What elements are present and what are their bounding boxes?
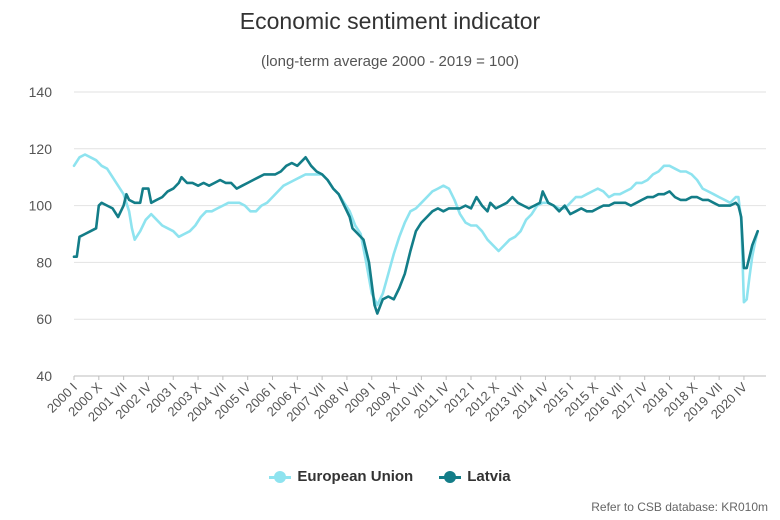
legend-item-european-union[interactable]: European Union <box>269 468 413 485</box>
series-layer <box>72 153 760 315</box>
legend-marker-latvia <box>439 470 462 483</box>
y-tick-label: 120 <box>29 141 53 157</box>
legend-label-european-union: European Union <box>297 468 414 485</box>
y-tick-label: 80 <box>36 254 52 270</box>
legend-marker-european-union <box>269 470 292 483</box>
y-tick-label: 60 <box>36 311 52 327</box>
series-line-european-union <box>72 153 760 307</box>
grid-layer <box>74 91 766 377</box>
source-note: Refer to CSB database: KR010m <box>591 500 768 514</box>
series-line-latvia <box>72 156 760 315</box>
legend-item-latvia[interactable]: Latvia <box>439 468 511 485</box>
y-axis: 40 60 80 100 120 140 <box>29 84 53 384</box>
chart-subtitle: (long-term average 2000 - 2019 = 100) <box>260 53 520 70</box>
legend-label-latvia: Latvia <box>467 468 511 485</box>
y-tick-label: 100 <box>29 198 53 214</box>
y-tick-label: 40 <box>36 368 52 384</box>
chart-title: Economic sentiment indicator <box>239 8 541 34</box>
legend: European Union Latvia <box>0 468 780 485</box>
y-tick-label: 140 <box>29 84 53 100</box>
